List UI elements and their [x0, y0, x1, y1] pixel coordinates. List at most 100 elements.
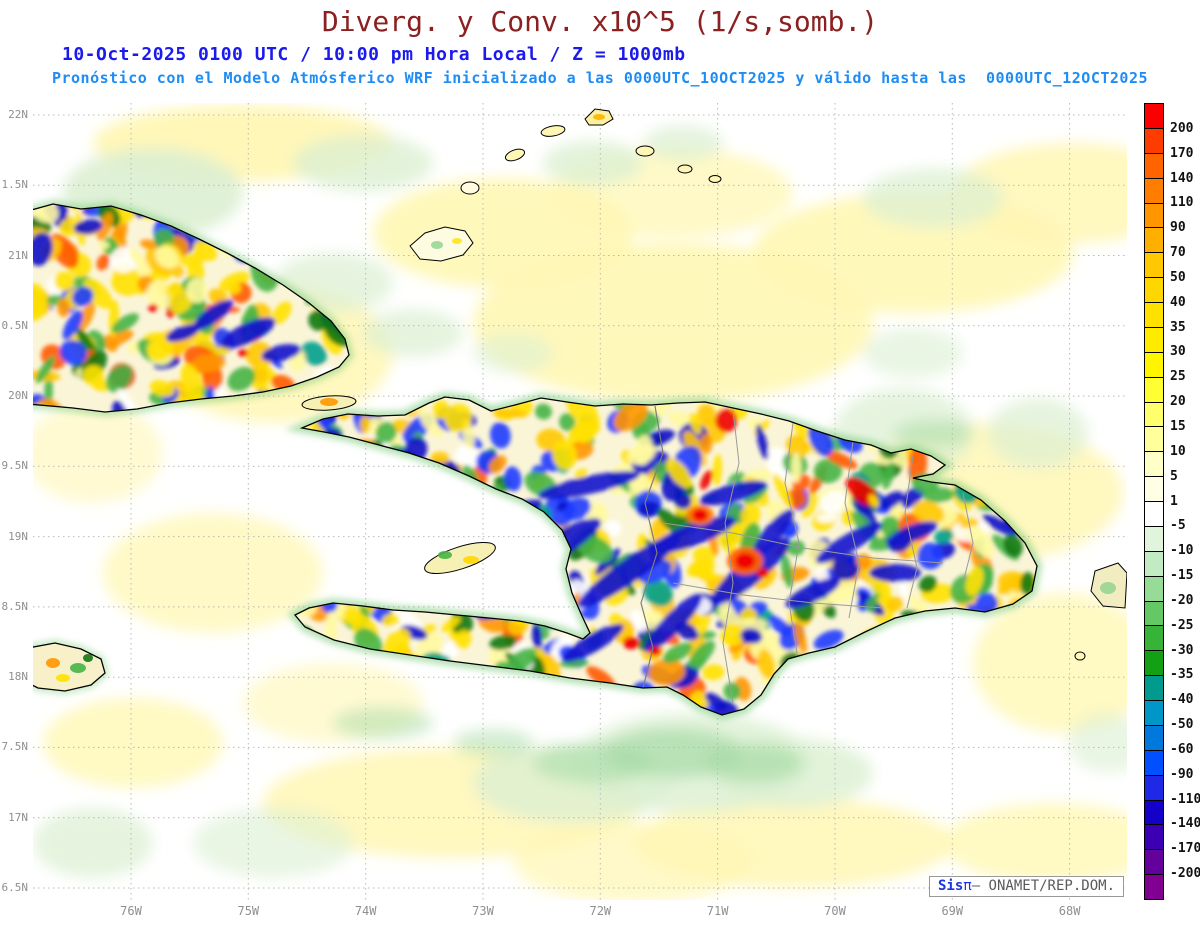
colorbar-level-label: 90 — [1170, 220, 1186, 236]
colorbar-cell — [1145, 502, 1163, 527]
colorbar-level-label: -50 — [1170, 717, 1194, 733]
colorbar-cell — [1145, 750, 1163, 776]
colorbar-cell — [1145, 153, 1163, 179]
colorbar-cell — [1145, 651, 1163, 677]
y-axis-tick-label: 22N — [8, 108, 28, 121]
colorbar-cell — [1145, 626, 1163, 652]
x-axis-tick-label: 68W — [1058, 904, 1081, 918]
colorbar-level-label: -200 — [1170, 866, 1200, 882]
colorbar-level-label: -60 — [1170, 741, 1194, 757]
x-axis-tick-label: 69W — [941, 904, 964, 918]
y-axis-tick-label: 6.5N — [1, 880, 29, 894]
colorbar-cell — [1145, 850, 1163, 876]
x-axis-tick-label: 72W — [589, 904, 612, 918]
branding-sis: Sis — [937, 878, 964, 894]
colorbar-cell — [1145, 327, 1163, 353]
colorbar-level-label: -35 — [1170, 667, 1194, 683]
colorbar-cell — [1145, 178, 1163, 204]
colorbar-cell — [1145, 203, 1163, 229]
coastlines — [27, 203, 1038, 716]
colorbar-cell — [1145, 228, 1163, 254]
y-axis-tick-label: 0.5N — [1, 318, 29, 332]
y-axis-tick-label: 9.5N — [1, 459, 29, 473]
colorbar-level-label: -30 — [1170, 642, 1194, 658]
colorbar-cell — [1145, 701, 1163, 726]
colorbar-cell — [1145, 402, 1163, 428]
admin-borders — [640, 405, 974, 704]
colorbar-cell — [1145, 576, 1163, 602]
colorbar-cell — [1145, 601, 1163, 627]
colorbar-level-label: 170 — [1170, 145, 1194, 161]
x-axis-tick-label: 71W — [706, 904, 729, 918]
x-axis-tick-label: 70W — [824, 904, 846, 918]
colorbar-level-label: 50 — [1170, 269, 1186, 285]
colorbar-cell — [1145, 352, 1163, 378]
colorbar-cell — [1145, 676, 1163, 701]
x-axis-tick-label: 76W — [120, 904, 142, 918]
colorbar-level-label: 200 — [1170, 120, 1194, 136]
jamaica-field — [46, 654, 93, 682]
colorbar-level-label: 35 — [1170, 319, 1186, 335]
y-axis-tick-label: 21N — [8, 248, 28, 262]
colorbar-cell — [1145, 800, 1163, 826]
colorbar-level-label: -5 — [1170, 518, 1186, 534]
colorbar-cell — [1145, 278, 1163, 303]
colorbar-cell — [1145, 427, 1163, 453]
map-canvas — [23, 103, 1193, 904]
colorbar-level-label: 110 — [1170, 195, 1194, 211]
map-svg — [23, 103, 1193, 903]
branding-credit: – ONAMET/REP.DOM. — [971, 878, 1115, 894]
colorbar-cell — [1145, 526, 1163, 552]
colorbar-level-label: -170 — [1170, 841, 1200, 857]
colorbar-level-label: 20 — [1170, 394, 1186, 410]
colorbar-cell — [1145, 128, 1163, 154]
colorbar-level-label: 70 — [1170, 245, 1186, 261]
colorbar-level-label: 5 — [1170, 468, 1178, 484]
y-axis-tick-label: 7.5N — [1, 740, 29, 754]
map-plot-area: Sisπ– ONAMET/REP.DOM. — [23, 103, 1193, 903]
colorbar-level-label: 15 — [1170, 418, 1186, 434]
x-axis-tick-label: 73W — [472, 904, 494, 918]
colorbar-level-label: -90 — [1170, 766, 1194, 782]
colorbar-cell — [1145, 377, 1163, 403]
colorbar-cell — [1145, 253, 1163, 279]
colorbar-level-label: -10 — [1170, 543, 1194, 559]
small-island-spots — [320, 114, 1116, 594]
y-axis-tick-label: 20N — [8, 389, 28, 403]
figure-datetime-line: 10-Oct-2025 0100 UTC / 10:00 pm Hora Loc… — [62, 44, 686, 65]
colorbar-cell — [1145, 875, 1163, 899]
colorbar-level-label: 30 — [1170, 344, 1186, 360]
y-axis-tick-label: 17N — [8, 810, 28, 824]
colorbar-level-label: -20 — [1170, 592, 1194, 608]
x-axis-tick-label: 75W — [237, 904, 260, 918]
colorbar-level-label: 25 — [1170, 369, 1186, 385]
x-axis-tick-label: 74W — [354, 904, 377, 918]
colorbar-cell — [1145, 551, 1163, 577]
y-axis-tick-label: 8.5N — [1, 599, 29, 613]
y-axis-tick-label: 19N — [8, 529, 28, 543]
colorbar-cell — [1145, 775, 1163, 801]
branding-box: Sisπ– ONAMET/REP.DOM. — [928, 876, 1124, 897]
colorbar-cell — [1145, 303, 1163, 328]
colorbar-cell — [1145, 825, 1163, 851]
colorbar-cell — [1145, 452, 1163, 478]
colorbar-level-label: 40 — [1170, 294, 1186, 310]
colorbar-level-label: -110 — [1170, 791, 1200, 807]
colorbar-level-label: -140 — [1170, 816, 1200, 832]
colorbar-cell — [1145, 477, 1163, 502]
colorbar-level-label: 10 — [1170, 443, 1186, 459]
figure-title: Diverg. y Conv. x10^5 (1/s,somb.) — [321, 5, 879, 38]
colorbar-cell — [1145, 104, 1163, 129]
colorbar-level-label: -40 — [1170, 692, 1194, 708]
colorbar-level-label: -15 — [1170, 568, 1194, 584]
colorbar — [1144, 103, 1164, 900]
colorbar-level-label: 1 — [1170, 493, 1178, 509]
colorbar-level-label: 140 — [1170, 170, 1194, 186]
y-axis-tick-label: 1.5N — [1, 178, 29, 192]
colorbar-level-label: -25 — [1170, 617, 1194, 633]
branding-pi-icon: π — [963, 878, 972, 894]
y-axis-tick-label: 18N — [8, 670, 28, 684]
figure-model-line: Pronóstico con el Modelo Atmósferico WRF… — [51, 69, 1149, 87]
colorbar-cell — [1145, 725, 1163, 751]
